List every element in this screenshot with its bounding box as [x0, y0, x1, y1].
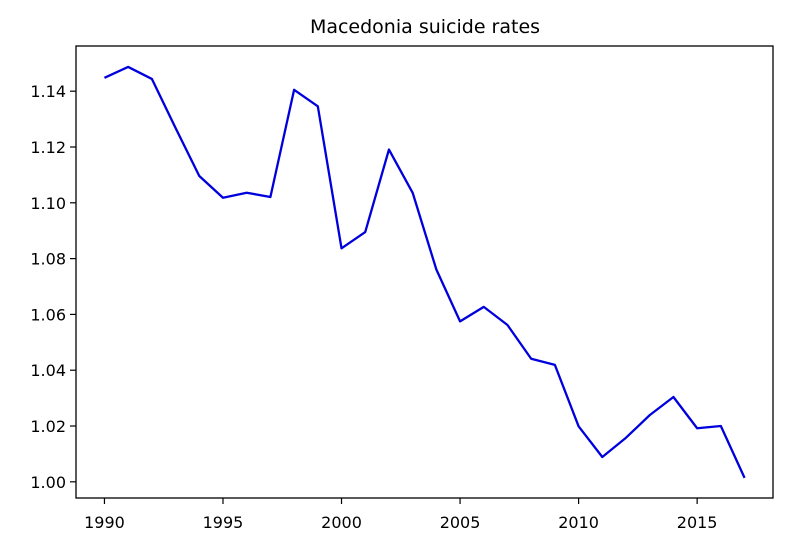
y-tick-label: 1.04	[30, 361, 66, 380]
y-tick-label: 1.02	[30, 417, 66, 436]
x-tick-label: 2010	[558, 513, 599, 532]
x-tick-label: 1990	[84, 513, 125, 532]
series-line	[103, 65, 746, 479]
y-tick-label: 1.06	[30, 305, 66, 324]
plot-area-frame	[75, 45, 774, 499]
x-tick-label: 2005	[440, 513, 481, 532]
chart-title: Macedonia suicide rates	[310, 16, 540, 38]
series-layer	[103, 65, 746, 479]
y-tick-label: 1.10	[30, 194, 66, 213]
y-tick-label: 1.14	[30, 82, 66, 101]
y-tick-label: 1.12	[30, 138, 66, 157]
x-tick-label: 2000	[321, 513, 362, 532]
y-axis: 1.00 1.02 1.04 1.06 1.08 1.10 1.12 1.14	[30, 82, 76, 492]
y-tick-label: 1.00	[30, 473, 66, 492]
y-tick-label: 1.08	[30, 250, 66, 269]
x-axis: 1990 1995 2000 2005 2010 2015	[84, 498, 717, 532]
x-tick-label: 1995	[203, 513, 244, 532]
x-tick-label: 2015	[677, 513, 718, 532]
